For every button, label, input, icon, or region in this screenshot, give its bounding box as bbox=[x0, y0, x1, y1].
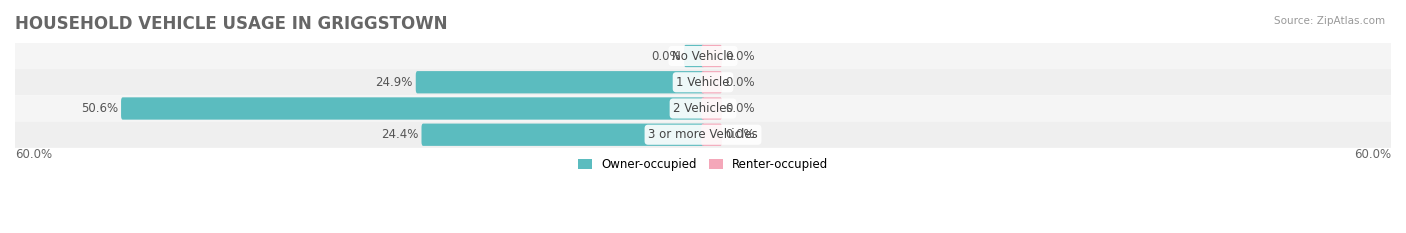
Legend: Owner-occupied, Renter-occupied: Owner-occupied, Renter-occupied bbox=[572, 153, 834, 175]
Text: 0.0%: 0.0% bbox=[724, 49, 755, 62]
FancyBboxPatch shape bbox=[15, 122, 1391, 148]
Text: Source: ZipAtlas.com: Source: ZipAtlas.com bbox=[1274, 16, 1385, 26]
Text: 0.0%: 0.0% bbox=[724, 128, 755, 141]
Text: 0.0%: 0.0% bbox=[724, 102, 755, 115]
FancyBboxPatch shape bbox=[685, 45, 704, 67]
FancyBboxPatch shape bbox=[702, 71, 721, 93]
FancyBboxPatch shape bbox=[422, 123, 704, 146]
Text: 60.0%: 60.0% bbox=[1354, 148, 1391, 161]
Text: 3 or more Vehicles: 3 or more Vehicles bbox=[648, 128, 758, 141]
Text: HOUSEHOLD VEHICLE USAGE IN GRIGGSTOWN: HOUSEHOLD VEHICLE USAGE IN GRIGGSTOWN bbox=[15, 15, 447, 33]
Text: 24.9%: 24.9% bbox=[375, 76, 413, 89]
Text: 24.4%: 24.4% bbox=[381, 128, 419, 141]
FancyBboxPatch shape bbox=[15, 69, 1391, 95]
Text: 50.6%: 50.6% bbox=[82, 102, 118, 115]
FancyBboxPatch shape bbox=[121, 97, 704, 120]
FancyBboxPatch shape bbox=[15, 95, 1391, 122]
Text: 1 Vehicle: 1 Vehicle bbox=[676, 76, 730, 89]
Text: 60.0%: 60.0% bbox=[15, 148, 52, 161]
Text: 0.0%: 0.0% bbox=[724, 76, 755, 89]
FancyBboxPatch shape bbox=[702, 45, 721, 67]
Text: No Vehicle: No Vehicle bbox=[672, 49, 734, 62]
FancyBboxPatch shape bbox=[416, 71, 704, 93]
Text: 0.0%: 0.0% bbox=[651, 49, 682, 62]
FancyBboxPatch shape bbox=[15, 43, 1391, 69]
FancyBboxPatch shape bbox=[702, 97, 721, 120]
FancyBboxPatch shape bbox=[702, 123, 721, 146]
Text: 2 Vehicles: 2 Vehicles bbox=[673, 102, 733, 115]
